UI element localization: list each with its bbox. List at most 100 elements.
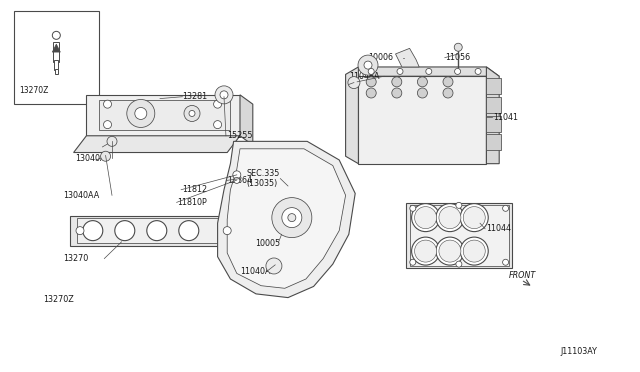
- Text: 11048A: 11048A: [349, 72, 380, 81]
- Circle shape: [456, 261, 462, 267]
- Text: 11041: 11041: [493, 113, 518, 122]
- Circle shape: [460, 237, 488, 265]
- Circle shape: [348, 77, 360, 89]
- Bar: [486, 115, 501, 132]
- Circle shape: [147, 221, 167, 241]
- Circle shape: [439, 240, 461, 262]
- Polygon shape: [227, 149, 346, 288]
- Circle shape: [417, 77, 428, 87]
- Circle shape: [76, 227, 84, 235]
- Circle shape: [179, 221, 199, 241]
- Text: 13270Z: 13270Z: [44, 295, 74, 304]
- Text: 11056: 11056: [445, 53, 470, 62]
- Polygon shape: [486, 67, 499, 164]
- Text: 15255: 15255: [227, 131, 253, 140]
- Text: 11810P: 11810P: [177, 198, 207, 207]
- Circle shape: [52, 31, 60, 39]
- Circle shape: [426, 68, 432, 74]
- Circle shape: [223, 227, 231, 235]
- Text: 11040A: 11040A: [240, 267, 271, 276]
- Circle shape: [439, 206, 461, 229]
- Circle shape: [436, 203, 464, 232]
- Circle shape: [83, 221, 103, 241]
- Circle shape: [364, 61, 372, 69]
- Text: 13040A: 13040A: [76, 154, 106, 163]
- Circle shape: [220, 91, 228, 99]
- Circle shape: [443, 77, 453, 87]
- Circle shape: [233, 171, 241, 179]
- Circle shape: [115, 221, 135, 241]
- Polygon shape: [70, 216, 237, 246]
- Bar: [53, 42, 60, 62]
- Circle shape: [412, 237, 440, 265]
- Bar: [486, 134, 501, 150]
- Polygon shape: [358, 76, 486, 164]
- Circle shape: [368, 68, 374, 74]
- Polygon shape: [406, 203, 512, 268]
- Circle shape: [502, 205, 509, 211]
- Circle shape: [214, 100, 221, 108]
- Text: SEC.335
(13035): SEC.335 (13035): [246, 169, 280, 188]
- Text: 13040AA: 13040AA: [63, 191, 99, 200]
- Circle shape: [410, 205, 416, 211]
- Polygon shape: [77, 218, 232, 243]
- Text: 13270Z: 13270Z: [19, 86, 49, 95]
- Circle shape: [266, 258, 282, 274]
- Circle shape: [135, 108, 147, 119]
- Circle shape: [100, 151, 111, 161]
- Circle shape: [104, 121, 111, 129]
- Circle shape: [475, 68, 481, 74]
- Circle shape: [454, 68, 461, 74]
- Circle shape: [415, 240, 436, 262]
- Polygon shape: [346, 67, 358, 164]
- Polygon shape: [86, 95, 240, 136]
- Polygon shape: [74, 136, 240, 153]
- Circle shape: [215, 86, 233, 104]
- Polygon shape: [218, 141, 355, 298]
- Polygon shape: [240, 95, 253, 145]
- Circle shape: [502, 259, 509, 265]
- Bar: [55, 69, 58, 74]
- Circle shape: [234, 177, 240, 183]
- Circle shape: [358, 55, 378, 75]
- Circle shape: [184, 105, 200, 122]
- Circle shape: [460, 203, 488, 232]
- Text: 13864: 13864: [227, 176, 252, 185]
- Circle shape: [366, 77, 376, 87]
- Polygon shape: [52, 44, 60, 52]
- Circle shape: [189, 110, 195, 116]
- Circle shape: [272, 198, 312, 238]
- Text: FRONT: FRONT: [509, 271, 536, 280]
- Circle shape: [397, 68, 403, 74]
- Text: 10006: 10006: [368, 53, 393, 62]
- Circle shape: [288, 214, 296, 222]
- Circle shape: [454, 43, 462, 51]
- Circle shape: [127, 99, 155, 128]
- Circle shape: [412, 203, 440, 232]
- Text: 10005: 10005: [255, 239, 280, 248]
- Text: J11103AY: J11103AY: [560, 347, 597, 356]
- Text: 13281: 13281: [182, 92, 207, 101]
- Circle shape: [214, 121, 221, 129]
- Circle shape: [436, 237, 464, 265]
- Text: 11812: 11812: [182, 185, 207, 194]
- Circle shape: [366, 88, 376, 98]
- Polygon shape: [396, 48, 419, 67]
- Circle shape: [410, 259, 416, 265]
- Polygon shape: [99, 100, 230, 130]
- Circle shape: [463, 206, 485, 229]
- Bar: [486, 77, 501, 94]
- Circle shape: [104, 100, 111, 108]
- Text: 13270: 13270: [63, 254, 88, 263]
- Text: 11044: 11044: [486, 224, 511, 233]
- Circle shape: [463, 240, 485, 262]
- Circle shape: [415, 206, 436, 229]
- Polygon shape: [410, 205, 509, 266]
- Bar: [14, 11, 99, 104]
- Polygon shape: [358, 67, 499, 76]
- Circle shape: [392, 77, 402, 87]
- Bar: [486, 97, 501, 113]
- Circle shape: [107, 137, 117, 146]
- Circle shape: [392, 88, 402, 98]
- Circle shape: [282, 208, 302, 228]
